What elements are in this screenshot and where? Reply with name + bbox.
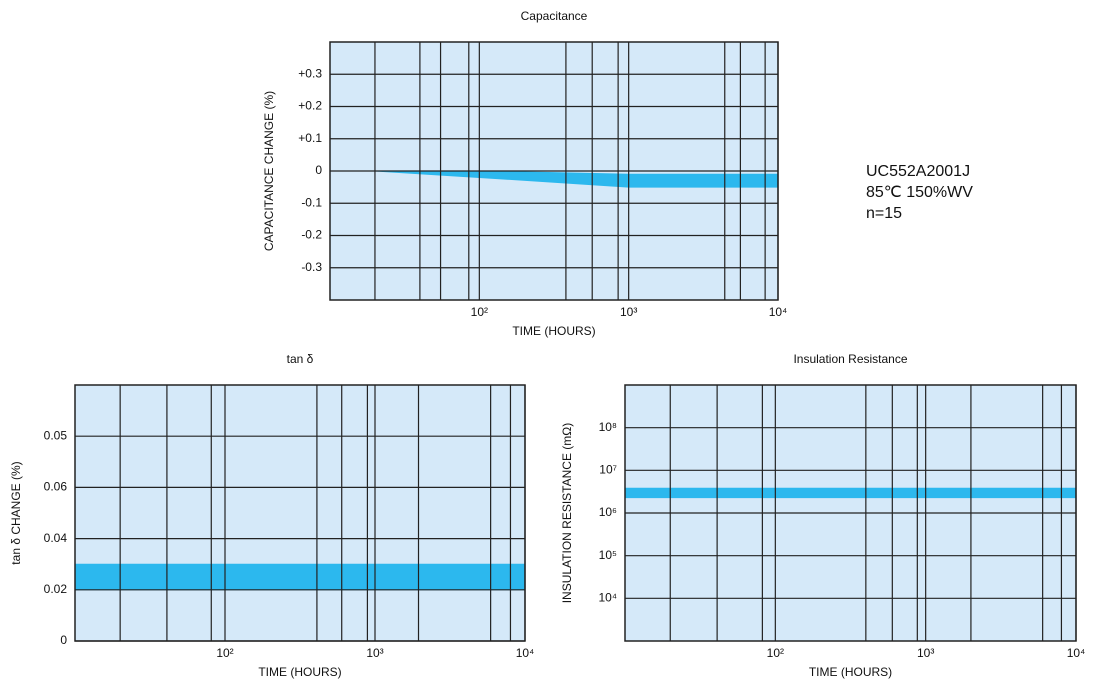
y-tick-label: 0	[315, 163, 322, 177]
plot-frame	[74, 384, 526, 642]
y-tick-label: -0.3	[301, 260, 322, 274]
x-tick-label: 10²	[767, 646, 784, 660]
annotation: 85℃ 150%WV	[866, 184, 973, 201]
y-tick-label: -0.1	[301, 195, 322, 209]
x-tick-label: 10³	[366, 646, 383, 660]
chart-title: Insulation Resistance	[793, 352, 907, 366]
x-tick-label: 10⁴	[1067, 646, 1086, 660]
y-tick-label: -0.2	[301, 228, 322, 242]
y-tick-label: 0.06	[44, 480, 68, 494]
chart-title: Capacitance	[521, 9, 588, 23]
y-tick-label: 0	[60, 633, 67, 647]
annotation: UC552A2001J	[866, 163, 970, 180]
data-band	[74, 563, 526, 591]
x-tick-label: 10⁴	[769, 305, 788, 319]
y-tick-label: 0.04	[44, 531, 68, 545]
data-band	[624, 487, 1077, 499]
x-tick-label: 10³	[917, 646, 934, 660]
x-axis-label: TIME (HOURS)	[809, 665, 892, 679]
plot-area	[75, 385, 525, 641]
y-tick-label: 0.02	[44, 582, 68, 596]
y-axis-label: INSULATION RESISTANCE (mΩ)	[560, 423, 574, 604]
y-tick-label: 10⁷	[599, 463, 617, 477]
y-tick-label: +0.3	[298, 66, 322, 80]
y-tick-label: 10⁸	[599, 420, 617, 434]
x-tick-label: 10⁴	[516, 646, 535, 660]
x-tick-label: 10³	[620, 305, 637, 319]
y-tick-label: 10⁵	[599, 548, 617, 562]
y-axis-label: CAPACITANCE CHANGE (%)	[262, 91, 276, 251]
x-axis-label: TIME (HOURS)	[512, 324, 595, 338]
plot-frame	[329, 41, 779, 301]
y-tick-label: 10⁶	[599, 505, 617, 519]
x-axis-label: TIME (HOURS)	[258, 665, 341, 679]
y-tick-label: +0.2	[298, 99, 322, 113]
y-tick-label: 0.05	[44, 428, 68, 442]
x-tick-label: 10²	[216, 646, 233, 660]
y-tick-label: +0.1	[298, 131, 322, 145]
y-axis-label: tan δ CHANGE (%)	[9, 461, 23, 564]
annotation: n=15	[866, 205, 902, 222]
chart-title: tan δ	[287, 352, 314, 366]
plot-frame	[624, 384, 1077, 642]
x-tick-label: 10²	[471, 305, 488, 319]
y-tick-label: 10⁴	[598, 591, 617, 605]
